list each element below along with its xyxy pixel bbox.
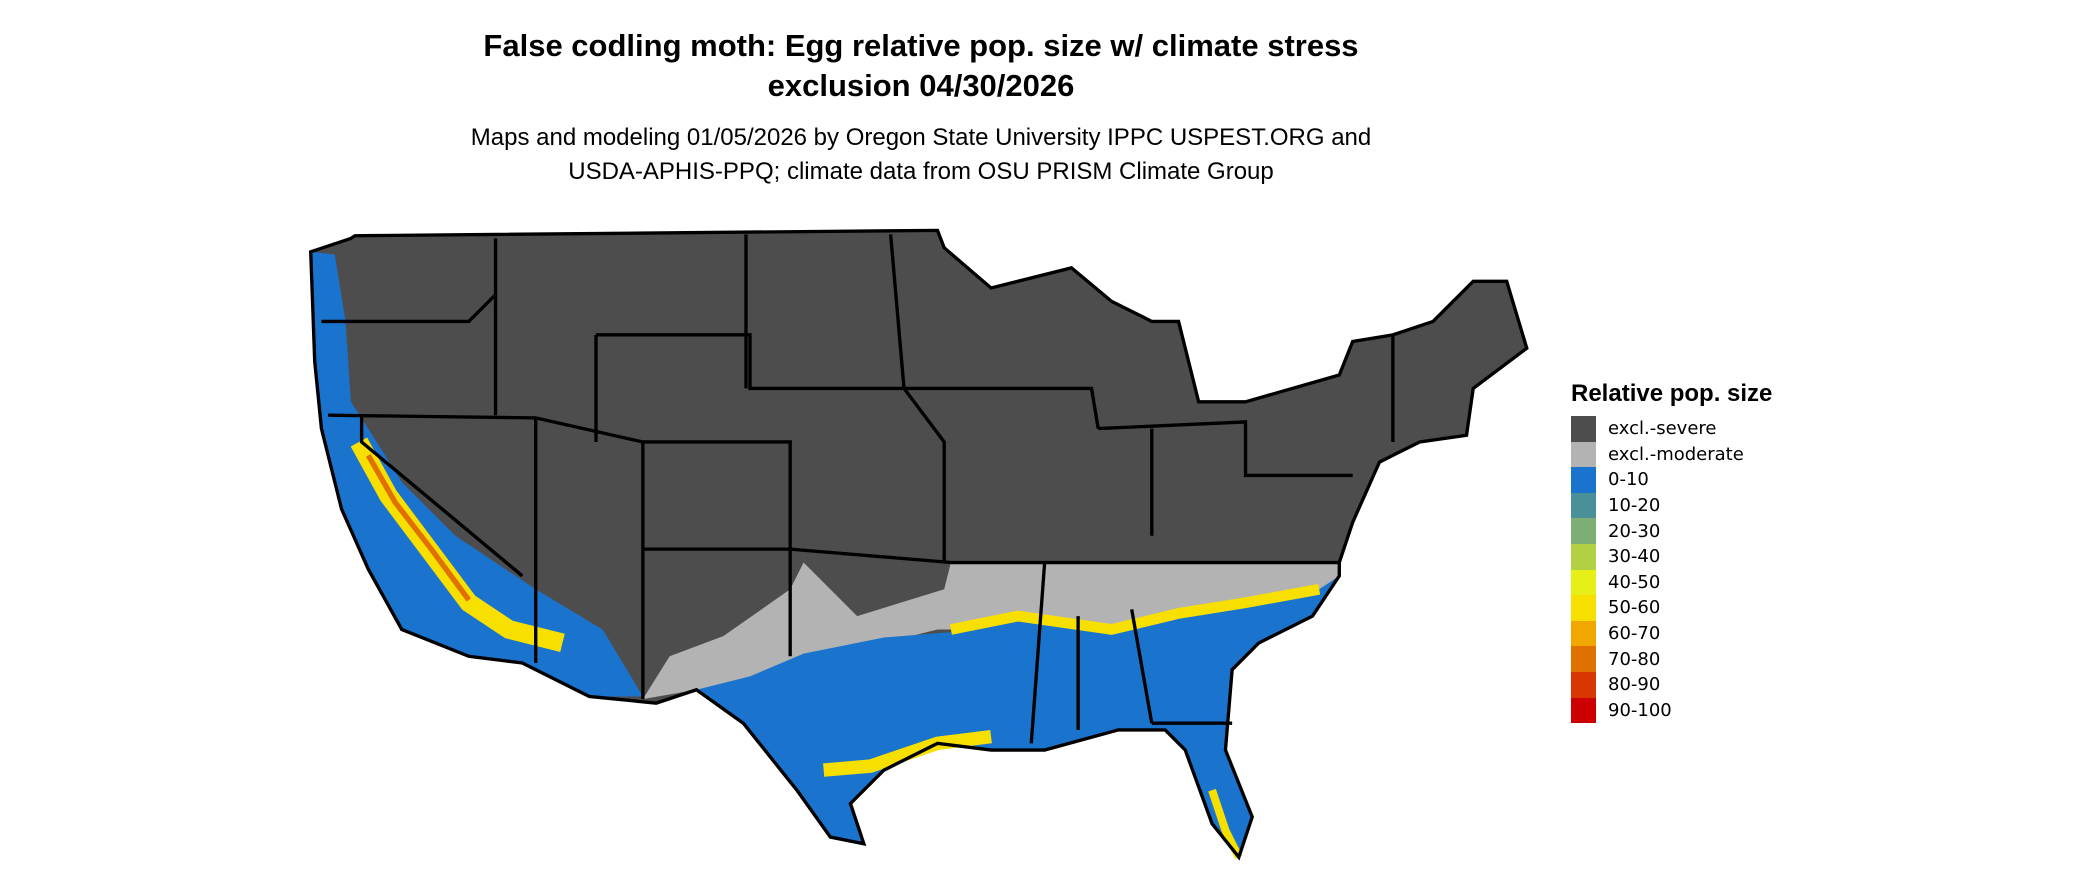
yellow-band-gulf — [823, 729, 992, 777]
legend-label: excl.-moderate — [1608, 443, 1744, 465]
legend-item: 40-50 — [1571, 569, 1772, 596]
legend-item: 20-30 — [1571, 518, 1772, 544]
legend-item: 50-60 — [1571, 595, 1772, 621]
legend-swatch — [1571, 646, 1596, 672]
legend-swatch — [1571, 441, 1596, 468]
legend-label: 70-80 — [1608, 648, 1661, 670]
map-title-line1: False codling moth: Egg relative pop. si… — [483, 28, 1359, 63]
legend-label: 10-20 — [1608, 495, 1661, 517]
legend-item: 0-10 — [1571, 467, 1772, 493]
yellow-band-florida — [1208, 788, 1243, 859]
orange-band-valley — [365, 454, 471, 602]
legend: Relative pop. size excl.-severe excl.-mod… — [1571, 380, 1773, 724]
legend-label: 30-40 — [1608, 546, 1661, 568]
legend-label: 90-100 — [1608, 699, 1672, 721]
legend-label: 60-70 — [1608, 623, 1661, 645]
legend-swatch — [1571, 569, 1596, 596]
legend-swatch — [1571, 620, 1596, 647]
excl-moderate-region — [642, 562, 1340, 700]
legend-swatch — [1571, 543, 1596, 570]
legend-item: excl.-severe — [1571, 416, 1772, 442]
blue-0-10-west — [310, 251, 643, 697]
legend-item: 10-20 — [1571, 492, 1772, 519]
legend-item: 30-40 — [1571, 543, 1772, 570]
legend-label: 80-90 — [1608, 674, 1661, 696]
legend-title: Relative pop. size — [1571, 380, 1773, 407]
legend-label: 50-60 — [1608, 597, 1661, 619]
legend-swatch — [1571, 416, 1596, 442]
legend-item: excl.-moderate — [1571, 441, 1772, 468]
legend-swatch — [1571, 518, 1596, 544]
map-subtitle-line2: USDA-APHIS-PPQ; climate data from OSU PR… — [568, 158, 1274, 185]
legend-swatch — [1571, 492, 1596, 519]
map-title-line2: exclusion 04/30/2026 — [767, 68, 1075, 103]
legend-swatch — [1571, 467, 1596, 493]
legend-label: excl.-severe — [1608, 418, 1717, 440]
legend-label: 40-50 — [1608, 571, 1661, 593]
legend-item: 60-70 — [1571, 620, 1772, 647]
legend-item: 80-90 — [1571, 671, 1772, 698]
legend-item: 70-80 — [1571, 646, 1772, 672]
map-subtitle-line1: Maps and modeling 01/05/2026 by Oregon S… — [470, 124, 1372, 151]
legend-swatch — [1571, 671, 1596, 698]
legend-swatch — [1571, 595, 1596, 621]
legend-label: 0-10 — [1608, 469, 1649, 491]
legend-swatch — [1571, 697, 1596, 724]
state-borders — [308, 228, 1529, 861]
legend-item: 90-100 — [1571, 697, 1772, 724]
legend-label: 20-30 — [1608, 520, 1661, 542]
blue-0-10-south — [696, 575, 1340, 858]
yellow-band-south — [949, 584, 1321, 635]
